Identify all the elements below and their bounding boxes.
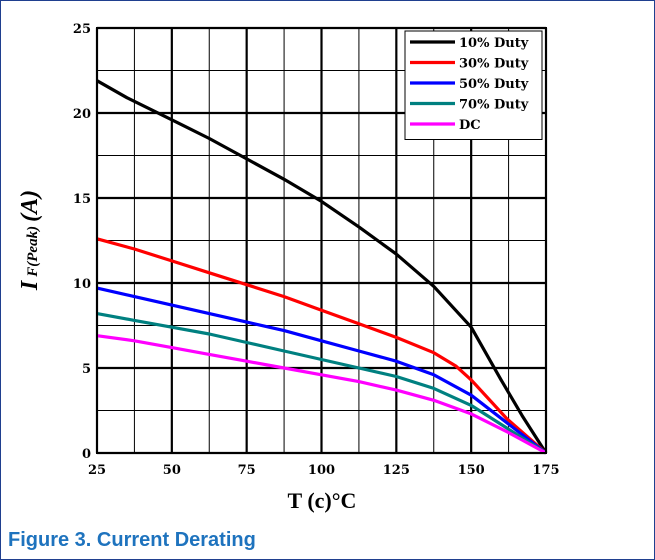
x-tick-label: 100 xyxy=(308,463,335,478)
legend-label: 70% Duty xyxy=(459,98,529,113)
series-line-2 xyxy=(96,237,548,455)
y-axis-label: I F(Peak) (A) xyxy=(17,190,43,291)
series-lines xyxy=(96,79,548,455)
figure-caption: Figure 3. Current Derating xyxy=(8,529,256,551)
legend-label: 30% Duty xyxy=(459,57,529,72)
plot-border xyxy=(96,27,547,454)
legend-box xyxy=(404,30,543,140)
tick-labels: 25 50 75 100 125 150 175 0 5 10 15 20 25 xyxy=(73,22,560,478)
legend: 10% Duty 30% Duty 50% Duty 70% Duty DC xyxy=(404,30,543,140)
y-tick-label: 20 xyxy=(73,107,91,122)
y-tick-label: 10 xyxy=(73,277,91,292)
x-tick-label: 175 xyxy=(532,463,559,478)
y-tick-label: 5 xyxy=(82,362,91,377)
legend-label: DC xyxy=(459,118,481,133)
x-axis-label: T (c)°C xyxy=(288,488,357,513)
y-axis-label-main: I xyxy=(17,279,43,291)
y-tick-label: 0 xyxy=(82,447,91,462)
series-line-1 xyxy=(96,79,548,454)
x-tick-label: 25 xyxy=(88,463,106,478)
x-tick-label: 150 xyxy=(458,463,485,478)
y-tick-label: 25 xyxy=(73,22,91,37)
x-tick-label: 50 xyxy=(163,463,181,478)
svg-text:I F(Peak) (A): I F(Peak) (A) xyxy=(17,190,43,291)
series-line-3 xyxy=(96,286,547,455)
series-line-5 xyxy=(96,334,547,455)
legend-label: 10% Duty xyxy=(459,36,529,51)
derating-chart: 25 50 75 100 125 150 175 0 5 10 15 20 25 10% Duty 30%… xyxy=(17,22,560,513)
y-axis-label-unit: (A) xyxy=(17,190,43,222)
x-tick-label: 125 xyxy=(383,463,410,478)
x-tick-label: 75 xyxy=(238,463,256,478)
legend-label: 50% Duty xyxy=(459,77,529,92)
series-line-4 xyxy=(96,312,547,455)
y-axis-label-sub: F(Peak) xyxy=(25,226,41,278)
y-tick-label: 15 xyxy=(73,192,91,207)
